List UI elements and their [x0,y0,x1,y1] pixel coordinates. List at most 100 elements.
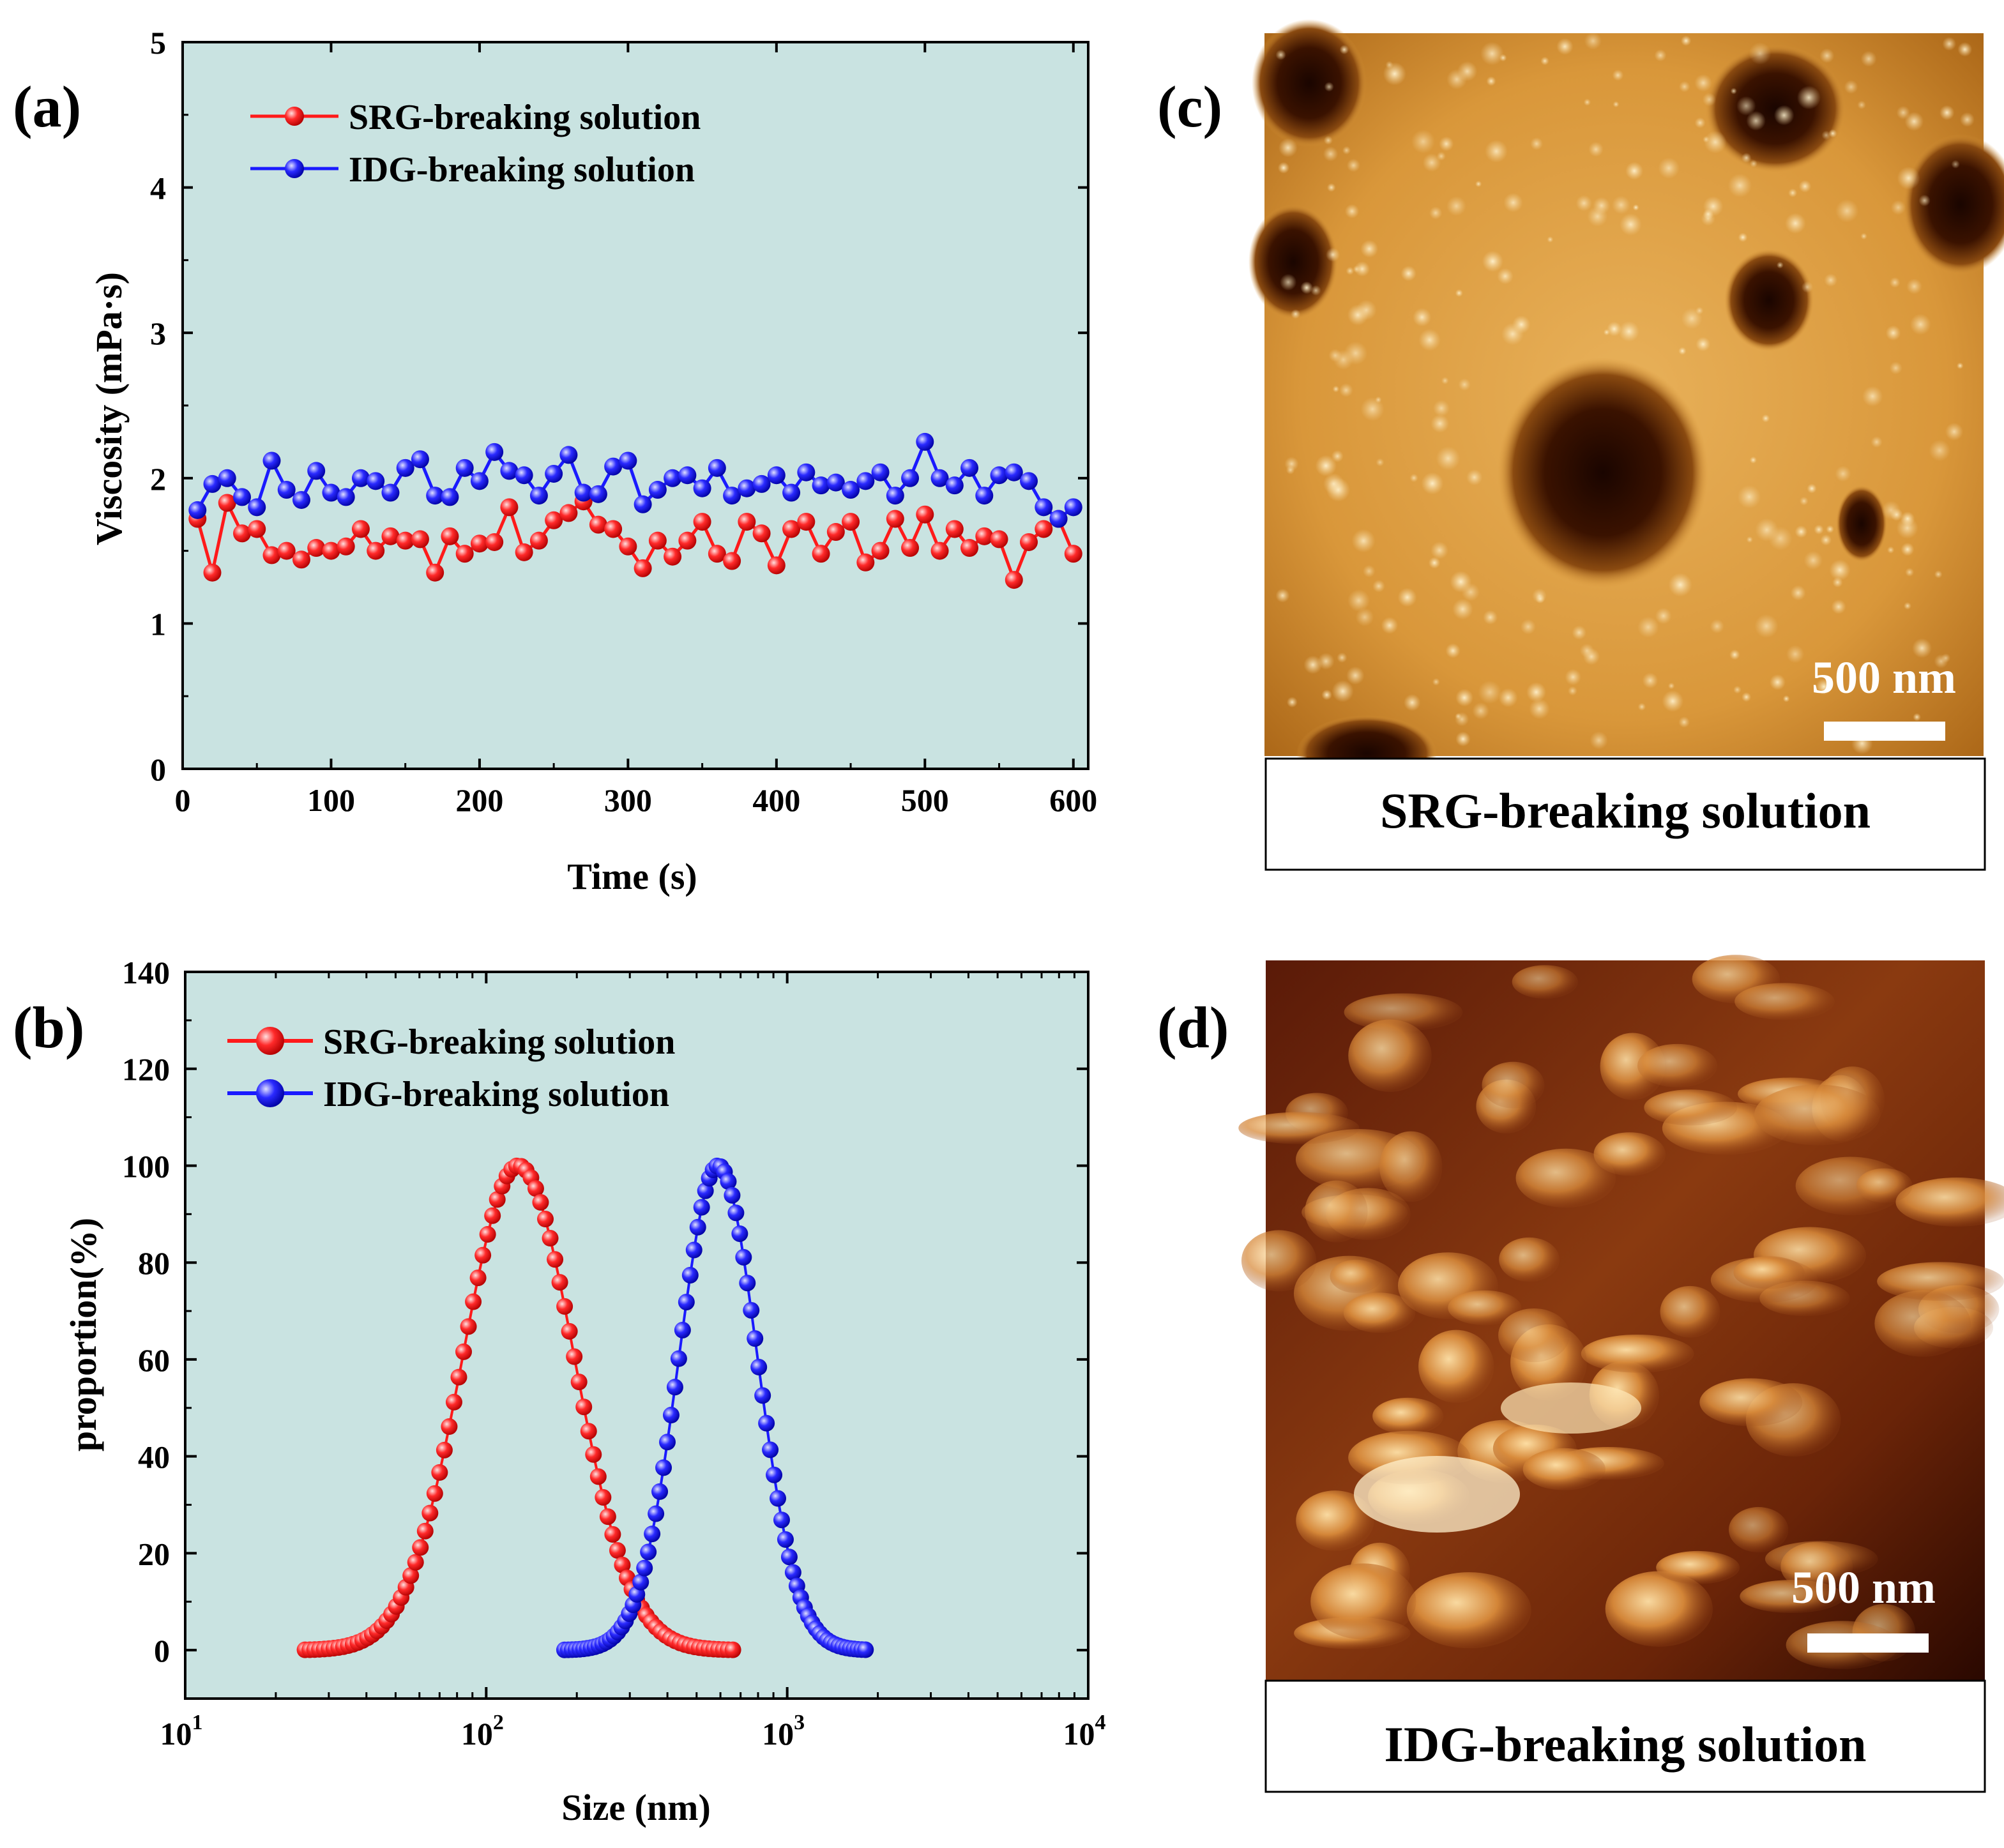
afm-grain [1583,98,1591,106]
afm-grain [1406,1572,1531,1649]
data-point-srg [218,494,236,512]
afm-grain [1607,321,1622,337]
afm-grain [1486,76,1496,86]
afm-grain [1945,422,1964,441]
afm-grain [1436,446,1461,471]
afm-grain [1889,276,1901,288]
afm-grain [1522,1448,1606,1490]
afm-grain [1746,110,1766,131]
afm-grain [1512,315,1531,334]
afm-grain [1769,674,1786,690]
afm-grain [1455,289,1463,298]
afm-grain [1397,587,1417,607]
panel-label-d: (d) [1157,995,1229,1060]
data-point-srg [262,546,281,564]
data-point-idg [945,476,964,495]
data-point-srg [556,1298,573,1315]
afm-grain [1291,309,1301,319]
afm-grain [1903,602,1911,610]
afm-grain [1343,1292,1416,1333]
data-point-idg [674,1321,691,1338]
data-point-srg [589,1468,607,1485]
data-point-srg [960,539,979,557]
data-point-idg [659,1434,676,1451]
afm-grain [1499,1237,1560,1282]
data-point-idg [1035,498,1053,517]
afm-grain [1782,695,1790,702]
data-point-srg [381,527,400,545]
data-point-srg [570,1374,588,1391]
data-point-idg [990,466,1008,485]
data-point-idg [232,488,251,506]
data-point-srg [693,513,711,531]
afm-grain [1432,678,1440,686]
afm-grain [1749,160,1757,168]
data-point-idg [648,1505,665,1522]
data-point-idg [735,1248,752,1266]
afm-grain [1588,142,1604,157]
y-tick-label: 140 [122,955,170,990]
afm-grain [1618,321,1640,342]
afm-grain [1656,1550,1740,1584]
afm-grain [1655,607,1672,625]
data-point-srg [465,1293,482,1310]
afm-grain [1452,598,1473,620]
data-point-idg [188,501,207,519]
afm-grain [1372,579,1385,593]
afm-grain [1323,135,1333,145]
data-point-srg [421,1504,439,1522]
data-point-idg [697,1182,714,1199]
data-point-idg [292,490,310,509]
afm-grain [1816,678,1832,695]
afm-grain [1448,1290,1522,1326]
data-point-idg [720,1173,737,1190]
afm-grain [1455,688,1474,707]
afm-grain [1637,616,1659,638]
data-point-srg [585,1446,602,1463]
afm-grain [1315,455,1337,477]
afm-grain [1532,588,1547,603]
afm-grain [1379,1131,1443,1202]
data-point-srg [426,563,444,582]
y-tick-label: 20 [138,1536,170,1572]
afm-grain [1275,588,1290,603]
afm-grain [1824,273,1838,287]
afm-grain [1761,414,1770,423]
afm-grain [1678,347,1687,355]
afm-grain [1277,162,1290,174]
afm-grain [1499,54,1507,62]
data-point-srg [990,530,1008,549]
afm-grain [1547,236,1554,243]
afm-grain [1860,50,1877,67]
data-point-srg [529,531,548,550]
data-point-srg [575,1398,593,1416]
afm-grain [1326,247,1340,262]
afm-grain [1754,614,1779,639]
data-point-idg [708,458,726,477]
data-point-idg [604,457,623,476]
afm-grain [1310,1563,1416,1640]
afm-grain [1418,328,1441,351]
afm-grain [1704,130,1727,154]
data-point-srg [203,563,222,582]
data-point-srg [547,1251,564,1268]
y-tick-label: 0 [150,752,166,787]
y-tick-label: 60 [138,1342,170,1378]
data-point-srg [604,520,623,538]
data-point-idg [203,474,222,493]
data-point-idg [1049,510,1068,528]
afm-grain [1889,361,1902,375]
data-point-idg [485,443,504,461]
data-point-srg [782,520,801,538]
afm-grain [1439,136,1454,151]
afm-image-srg: 500 nm [1249,19,2004,792]
chart-a-legend: SRG-breaking solution IDG-breaking solut… [250,98,701,190]
data-point-idg [648,481,667,499]
afm-grain [1736,96,1756,116]
data-point-idg [545,464,563,483]
data-point-idg [248,498,266,517]
afm-grain [1584,32,1602,50]
data-point-idg [589,485,607,503]
data-point-srg [619,537,637,556]
data-point-idg [426,487,444,505]
